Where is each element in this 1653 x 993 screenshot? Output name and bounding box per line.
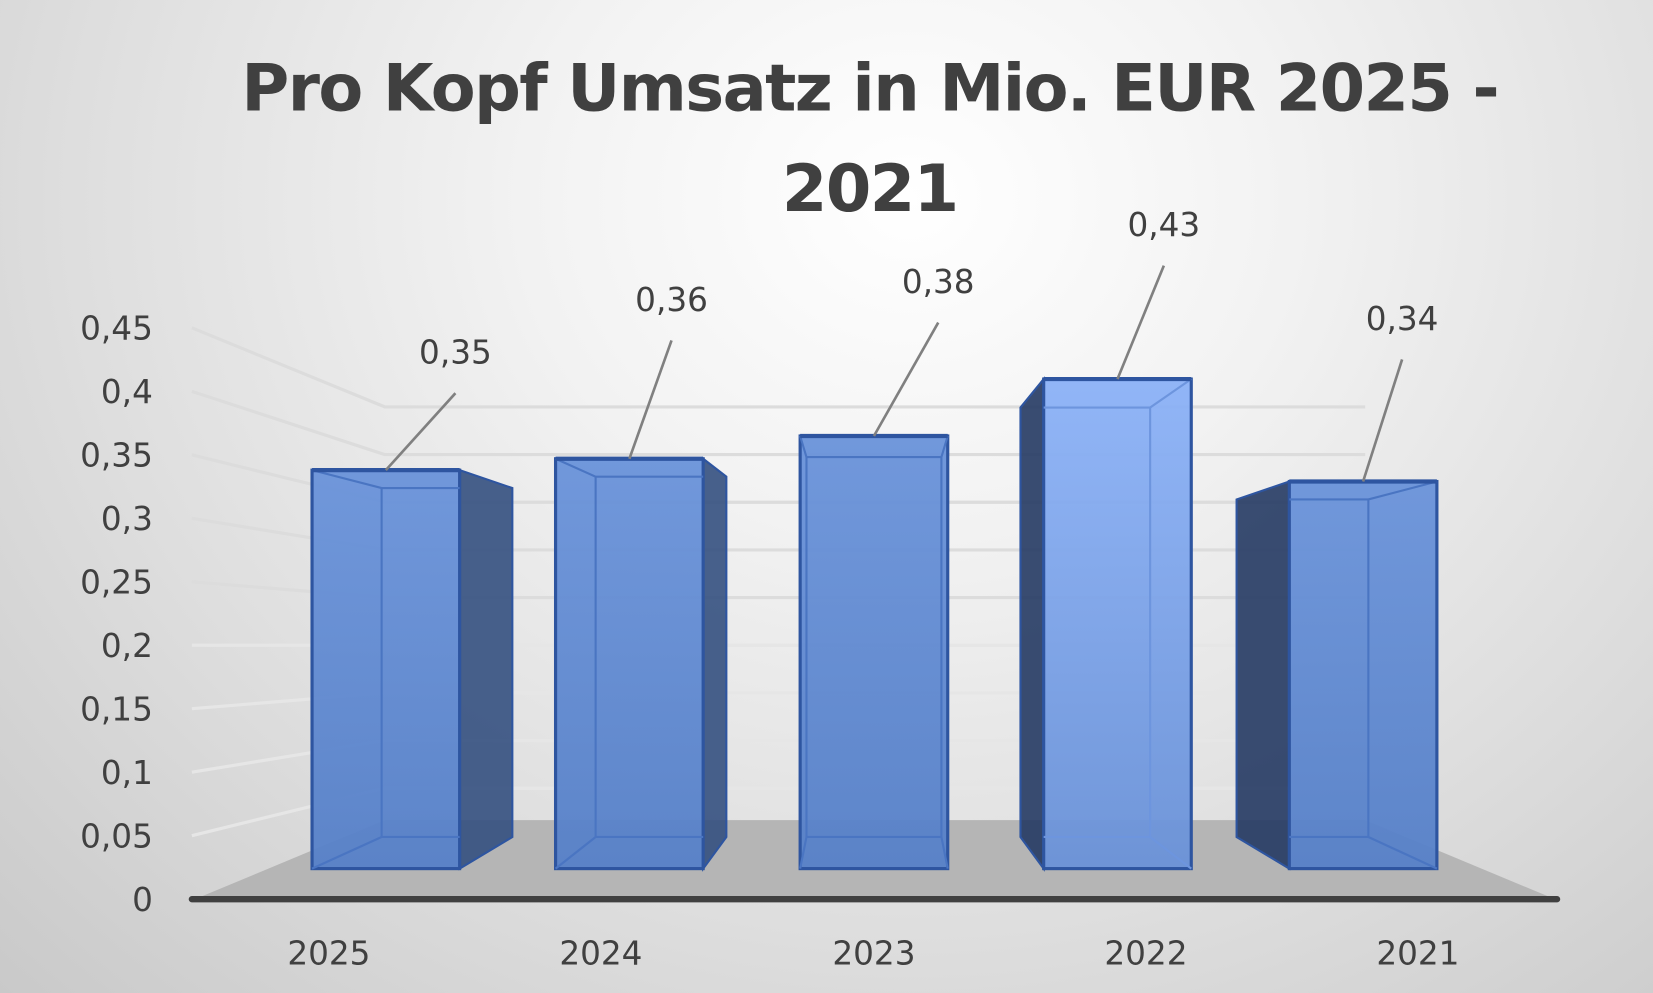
data-label: 0,34 <box>1366 300 1439 338</box>
x-category-label: 2025 <box>287 935 370 973</box>
data-label: 0,35 <box>419 334 492 372</box>
leader-line <box>384 392 457 472</box>
bar-2024 <box>553 456 728 872</box>
y-tick-label: 0,4 <box>101 373 153 411</box>
y-tick-label: 0,35 <box>80 436 153 474</box>
bar-2025 <box>310 468 514 871</box>
data-label: 0,36 <box>635 281 708 319</box>
category-axis-labels: 2025 2024 2023 2022 2021 <box>287 935 1459 973</box>
x-category-label: 2023 <box>832 935 915 973</box>
y-tick-label: 0,25 <box>80 563 153 601</box>
y-tick-label: 0,45 <box>80 309 153 347</box>
bar-2022 <box>1019 376 1193 872</box>
y-tick-label: 0,05 <box>80 817 153 855</box>
y-tick-label: 0,1 <box>101 754 153 792</box>
y-tick-label: 0,2 <box>101 627 153 665</box>
leader-line <box>872 321 940 437</box>
leader-line <box>1361 359 1404 482</box>
bar-2023 <box>798 433 950 871</box>
chart-title-line-2: 2021 <box>782 151 958 227</box>
leader-line <box>1116 265 1166 380</box>
leader-line <box>628 340 673 460</box>
bars <box>310 376 1439 872</box>
data-labels: 0,35 0,36 0,38 0,43 0,34 <box>384 206 1439 482</box>
y-tick-label: 0,15 <box>80 690 153 728</box>
y-tick-label: 0,3 <box>101 500 153 538</box>
x-category-label: 2024 <box>559 935 642 973</box>
data-label: 0,38 <box>902 263 975 301</box>
y-tick-label: 0 <box>132 881 153 919</box>
data-label: 0,43 <box>1127 206 1200 244</box>
chart-title-line-1: Pro Kopf Umsatz in Mio. EUR 2025 - <box>241 51 1498 127</box>
x-category-label: 2022 <box>1104 935 1187 973</box>
x-category-label: 2021 <box>1376 935 1459 973</box>
y-axis-ticks: 0 0,05 0,1 0,15 0,2 0,25 0,3 0,35 0,4 0,45 <box>80 309 153 918</box>
bar-2021 <box>1235 479 1439 871</box>
